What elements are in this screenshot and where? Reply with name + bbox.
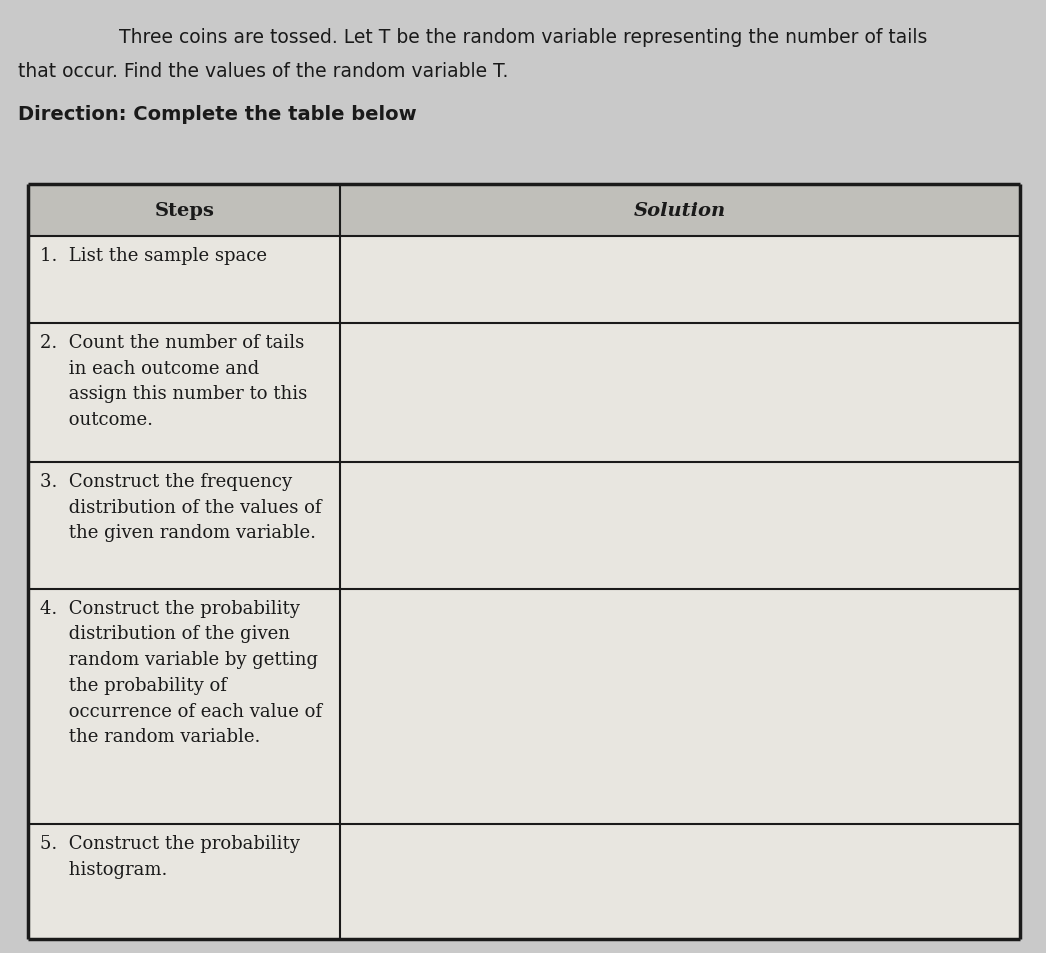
Text: 4.  Construct the probability
     distribution of the given
     random variabl: 4. Construct the probability distributio… — [40, 599, 322, 745]
Bar — [28, 324, 1020, 462]
Bar — [28, 462, 1020, 589]
Text: 2.  Count the number of tails
     in each outcome and
     assign this number t: 2. Count the number of tails in each out… — [40, 334, 308, 429]
Bar — [28, 236, 1020, 324]
Text: 3.  Construct the frequency
     distribution of the values of
     the given ra: 3. Construct the frequency distribution … — [40, 473, 321, 541]
Text: 1.  List the sample space: 1. List the sample space — [40, 247, 267, 265]
Text: 5.  Construct the probability
     histogram.: 5. Construct the probability histogram. — [40, 835, 300, 878]
Bar — [28, 589, 1020, 824]
Text: Direction: Complete the table below: Direction: Complete the table below — [18, 105, 416, 124]
Bar — [28, 824, 1020, 939]
Text: Steps: Steps — [155, 202, 214, 220]
Text: Three coins are tossed. Let T be the random variable representing the number of : Three coins are tossed. Let T be the ran… — [119, 28, 927, 47]
Bar — [28, 185, 1020, 236]
Text: that occur. Find the values of the random variable T.: that occur. Find the values of the rando… — [18, 62, 508, 81]
Text: Solution: Solution — [634, 202, 726, 220]
